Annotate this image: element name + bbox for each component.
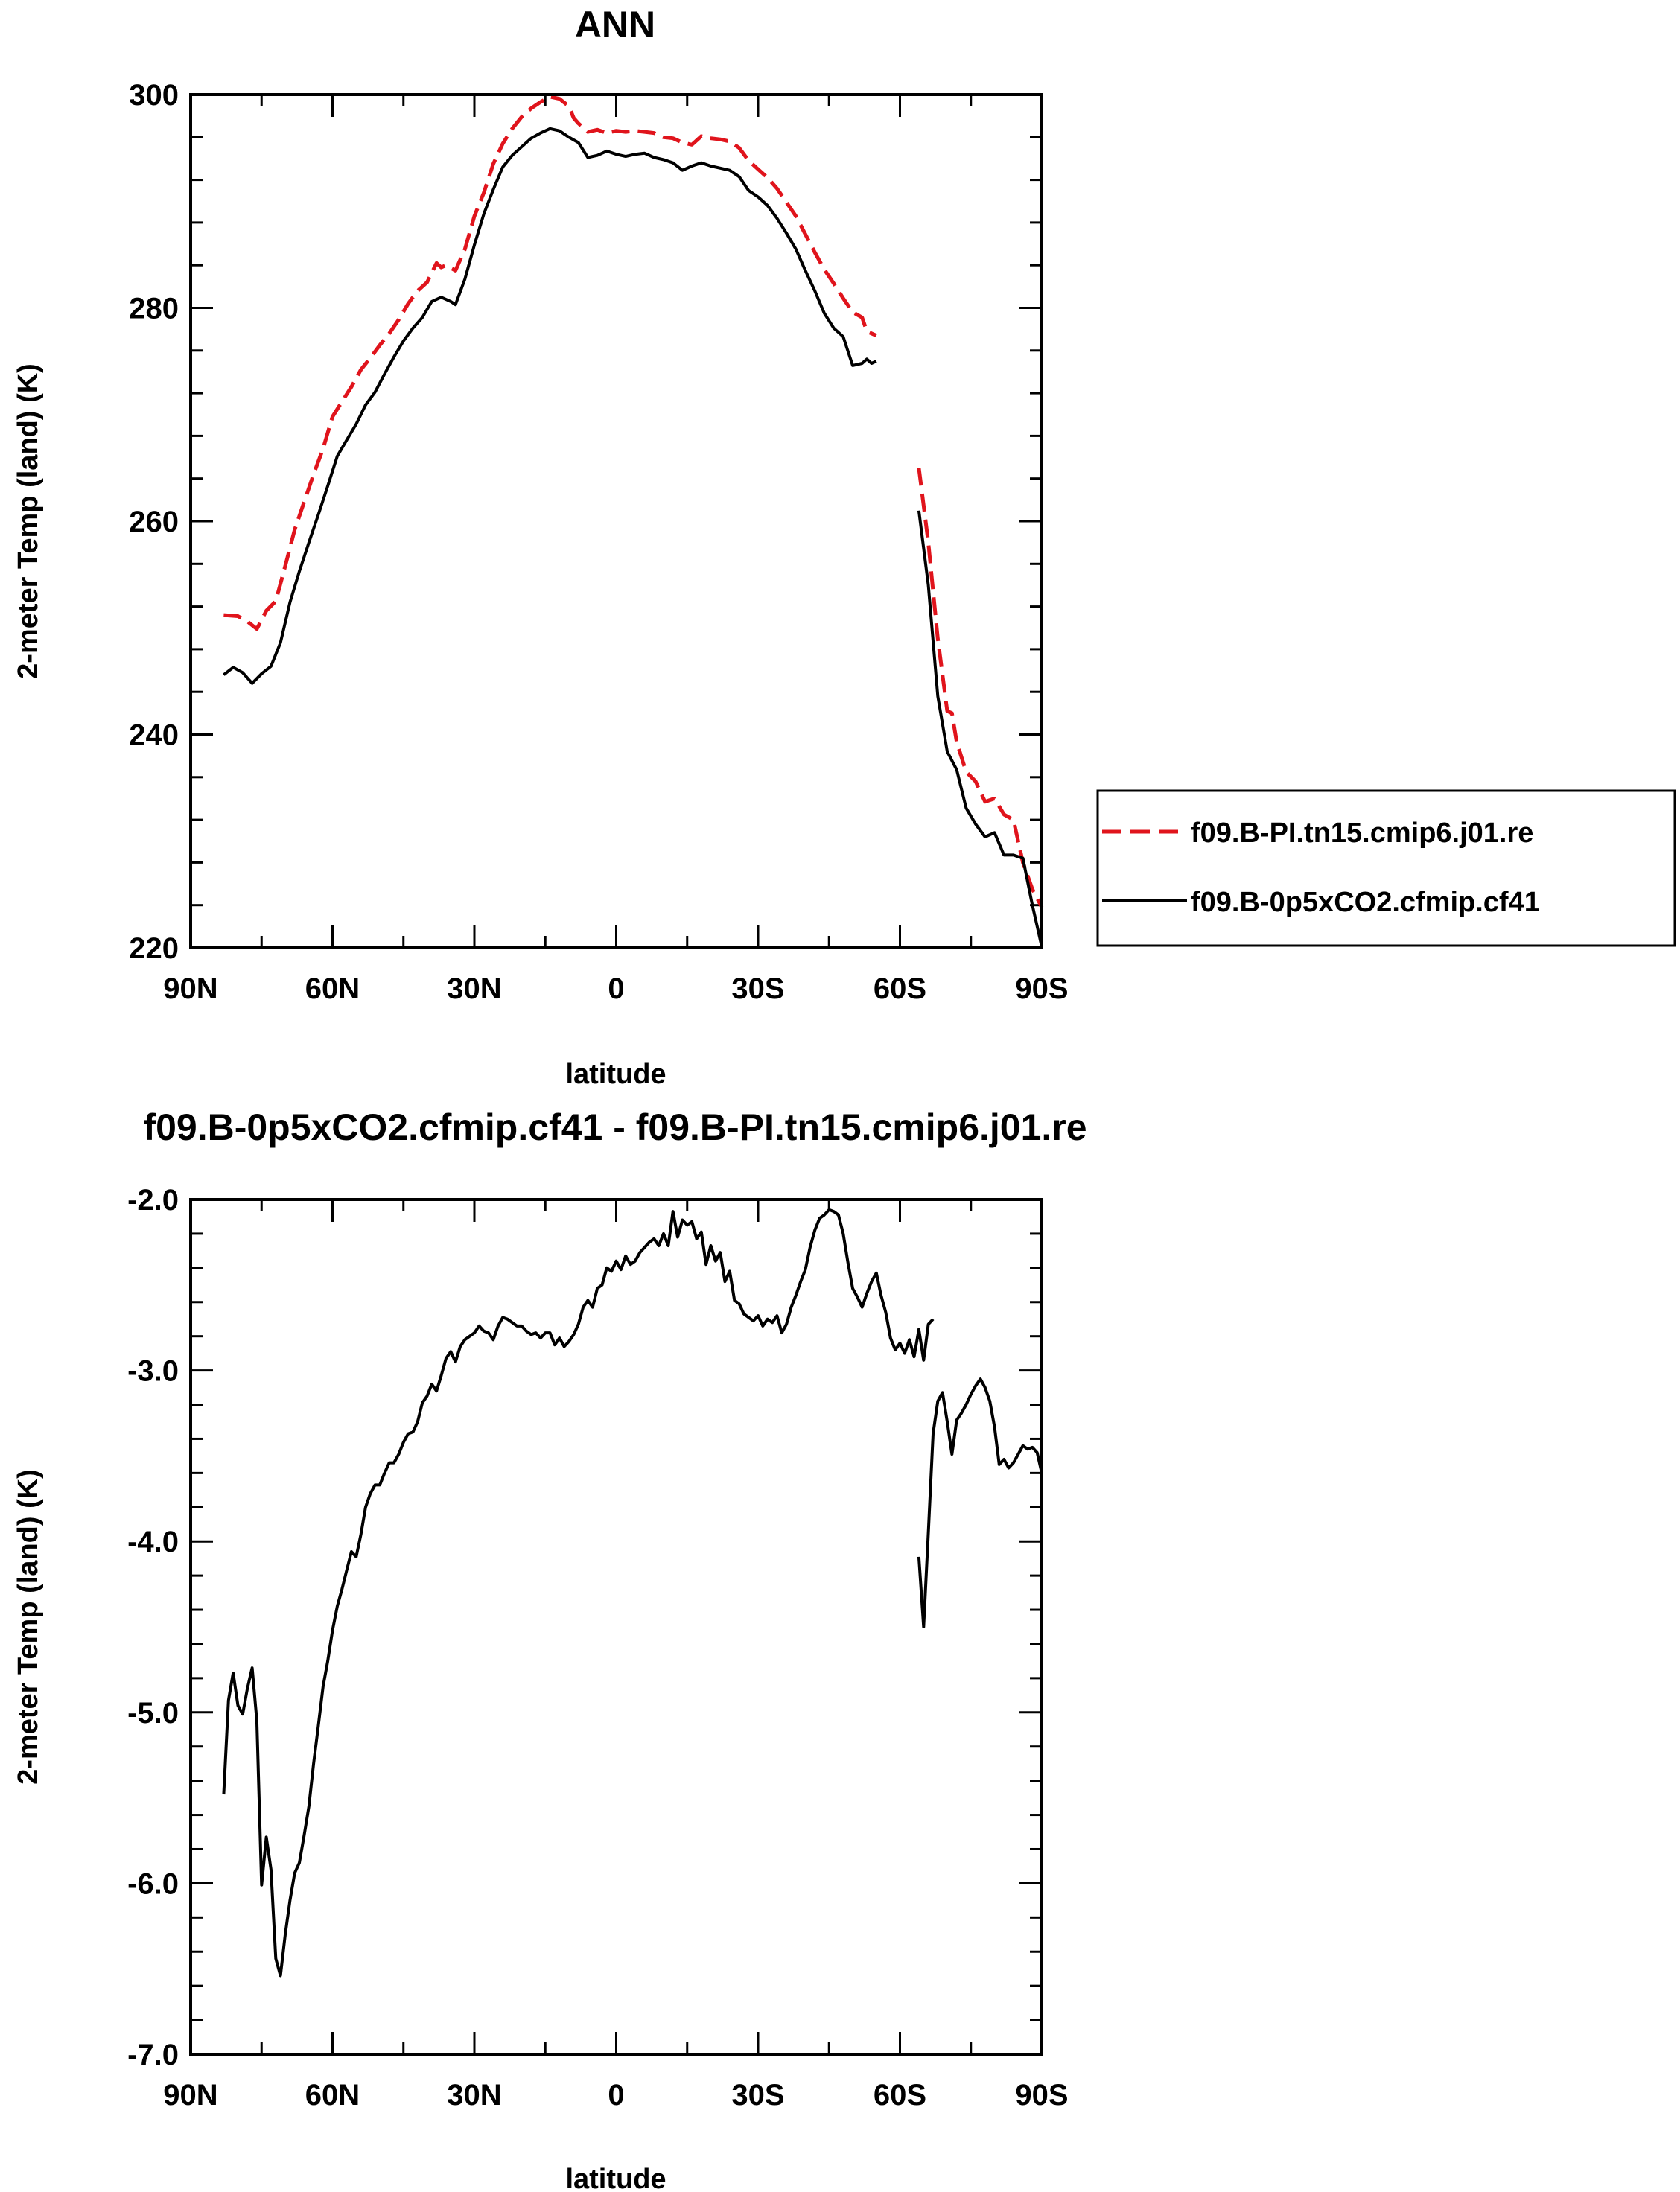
panel-title: f09.B-0p5xCO2.cfmip.cf41 - f09.B-PI.tn15… <box>143 1106 1086 1148</box>
y-axis-label: 2-meter Temp (land) (K) <box>13 1469 44 1785</box>
y-tick-label: -3.0 <box>127 1355 179 1388</box>
x-tick-label: 60N <box>305 972 360 1005</box>
x-tick-label: 90N <box>163 2079 217 2112</box>
series-line-0-segment-0 <box>223 95 877 631</box>
y-tick-label: -6.0 <box>127 1867 179 1900</box>
x-tick-label: 30N <box>447 972 501 1005</box>
y-tick-label: 260 <box>129 506 179 538</box>
panel-title: ANN <box>575 4 655 45</box>
y-tick-label: -4.0 <box>127 1526 179 1558</box>
series-line-0-segment-1 <box>917 1377 1043 1628</box>
x-tick-label: 30N <box>447 2079 501 2112</box>
plot-frame <box>189 1198 1043 2056</box>
x-tick-label: 60S <box>874 2079 926 2112</box>
y-tick-label: -5.0 <box>127 1697 179 1730</box>
x-tick-label: 90S <box>1015 972 1068 1005</box>
x-tick-label: 0 <box>608 972 624 1005</box>
y-tick-label: 220 <box>129 932 179 965</box>
x-tick-label: 0 <box>608 2079 624 2112</box>
tick-label-layer: 90N 60N 30N 0 30S 60S 90S -7.0 -6.0 -5.0 -4.0 -3.0 -… <box>127 1184 1069 2112</box>
x-tick-label: 90S <box>1015 2079 1068 2112</box>
x-axis-label: latitude <box>565 1059 666 1090</box>
y-tick-label: -7.0 <box>127 2039 179 2071</box>
x-tick-label: 60S <box>874 972 926 1005</box>
tick-layer <box>189 1198 1043 2056</box>
panel-annual-temperature: ANN 90N 60N 30N 0 30S 60S 90S 220 240 260 280 300 l… <box>13 4 1676 1090</box>
tick-layer <box>189 93 1043 949</box>
series-line-0-segment-1 <box>917 468 1044 908</box>
plot-frame <box>189 93 1043 949</box>
x-tick-label: 60N <box>305 2079 360 2112</box>
series-line-1-segment-1 <box>917 510 1043 948</box>
y-tick-label: -2.0 <box>127 1184 179 1217</box>
x-tick-label: 30S <box>731 972 784 1005</box>
panel-temperature-difference: f09.B-0p5xCO2.cfmip.cf41 - f09.B-PI.tn15… <box>13 1106 1087 2192</box>
series-layer <box>223 95 1044 948</box>
x-tick-label: 30S <box>731 2079 784 2112</box>
legend-label-0p5xco2: f09.B-0p5xCO2.cfmip.cf41 <box>1191 887 1540 918</box>
y-axis-label: 2-meter Temp (land) (K) <box>13 363 44 679</box>
series-layer <box>222 1208 1043 1978</box>
legend-box <box>1096 789 1676 947</box>
y-tick-label: 300 <box>129 79 179 112</box>
x-tick-label: 90N <box>163 972 217 1005</box>
y-tick-label: 280 <box>129 293 179 325</box>
y-tick-label: 240 <box>129 719 179 752</box>
x-axis-label: latitude <box>565 2164 666 2192</box>
series-line-0-segment-0 <box>222 1208 935 1978</box>
legend-label-pi: f09.B-PI.tn15.cmip6.j01.re <box>1191 818 1533 849</box>
series-line-1-segment-0 <box>223 127 877 685</box>
tick-label-layer: 90N 60N 30N 0 30S 60S 90S 220 240 260 280 300 <box>129 79 1068 1005</box>
legend: f09.B-PI.tn15.cmip6.j01.re f09.B-0p5xCO2… <box>1096 789 1676 947</box>
